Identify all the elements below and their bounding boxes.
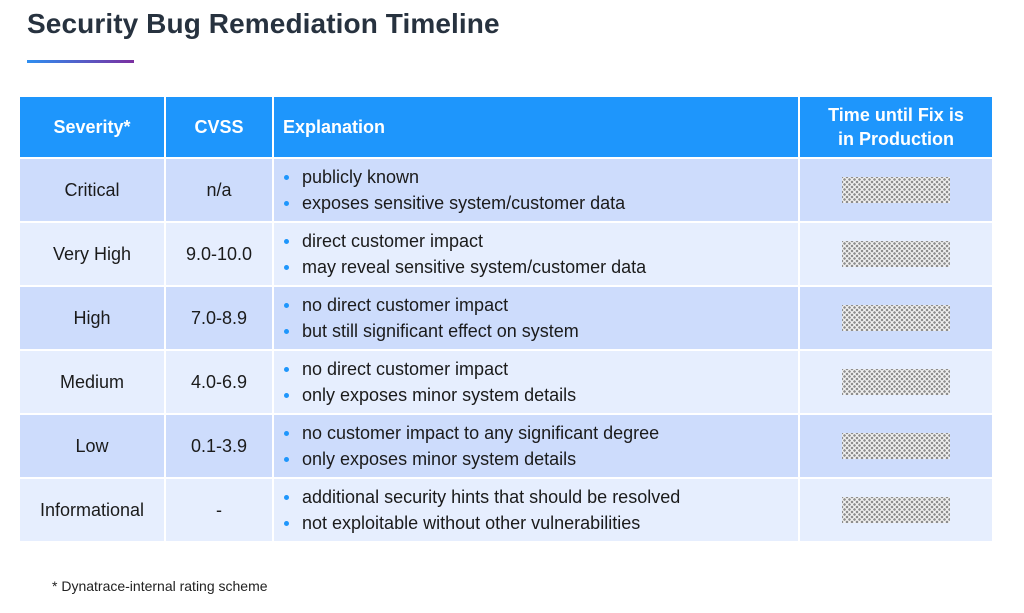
- explanation-bullet: only exposes minor system details: [284, 446, 798, 472]
- bullet-icon: [284, 238, 289, 244]
- table-header-row: Severity* CVSS Explanation Time until Fi…: [18, 95, 994, 159]
- table-row: Low 0.1-3.9 no customer impact to any sign…: [18, 413, 994, 479]
- time-cell: [798, 413, 994, 479]
- explanation-cell: publicly known exposes sensitive system/c…: [272, 157, 800, 223]
- bullet-icon: [284, 520, 289, 526]
- redacted-value: [842, 241, 950, 267]
- bullet-icon: [284, 264, 289, 270]
- explanation-bullet: exposes sensitive system/customer data: [284, 190, 798, 216]
- explanation-bullet: but still significant effect on system: [284, 318, 798, 344]
- severity-cell: High: [18, 285, 166, 351]
- bullet-icon: [284, 494, 289, 500]
- bullet-icon: [284, 200, 289, 206]
- redacted-value: [842, 177, 950, 203]
- table-row: Critical n/a publicly known exposes sensiti…: [18, 157, 994, 223]
- explanation-cell: no customer impact to any significant de…: [272, 413, 800, 479]
- severity-cell: Low: [18, 413, 166, 479]
- bullet-icon: [284, 366, 289, 372]
- severity-table: Severity* CVSS Explanation Time until Fi…: [18, 95, 994, 543]
- explanation-cell: direct customer impact may reveal sensiti…: [272, 221, 800, 287]
- cvss-cell: -: [164, 477, 274, 543]
- explanation-cell: no direct customer impact but still signi…: [272, 285, 800, 351]
- explanation-bullet: no direct customer impact: [284, 356, 798, 382]
- cvss-cell: 4.0-6.9: [164, 349, 274, 415]
- table-row: High 7.0-8.9 no direct customer impact but …: [18, 285, 994, 351]
- time-cell: [798, 477, 994, 543]
- time-cell: [798, 221, 994, 287]
- header-explanation: Explanation: [272, 95, 800, 159]
- severity-cell: Critical: [18, 157, 166, 223]
- redacted-value: [842, 369, 950, 395]
- cvss-cell: n/a: [164, 157, 274, 223]
- bullet-icon: [284, 430, 289, 436]
- bullet-icon: [284, 328, 289, 334]
- page-title: Security Bug Remediation Timeline: [27, 8, 500, 39]
- time-cell: [798, 349, 994, 415]
- severity-cell: Informational: [18, 477, 166, 543]
- table-row: Very High 9.0-10.0 direct customer impact m…: [18, 221, 994, 287]
- explanation-bullet: publicly known: [284, 164, 798, 190]
- explanation-bullet: direct customer impact: [284, 228, 798, 254]
- header-cvss: CVSS: [164, 95, 274, 159]
- title-underline: [27, 60, 134, 63]
- bullet-icon: [284, 174, 289, 180]
- severity-cell: Very High: [18, 221, 166, 287]
- explanation-bullet: not exploitable without other vulnerabil…: [284, 510, 798, 536]
- bullet-icon: [284, 302, 289, 308]
- time-cell: [798, 157, 994, 223]
- redacted-value: [842, 305, 950, 331]
- explanation-bullet: only exposes minor system details: [284, 382, 798, 408]
- explanation-cell: no direct customer impact only exposes mi…: [272, 349, 800, 415]
- explanation-bullet: additional security hints that should be…: [284, 484, 798, 510]
- bullet-icon: [284, 456, 289, 462]
- cvss-cell: 9.0-10.0: [164, 221, 274, 287]
- table-row: Informational - additional security hints …: [18, 477, 994, 543]
- table-row: Medium 4.0-6.9 no direct customer impact on…: [18, 349, 994, 415]
- explanation-bullet: no direct customer impact: [284, 292, 798, 318]
- severity-cell: Medium: [18, 349, 166, 415]
- explanation-bullet: may reveal sensitive system/customer dat…: [284, 254, 798, 280]
- bullet-icon: [284, 392, 289, 398]
- header-severity: Severity*: [18, 95, 166, 159]
- redacted-value: [842, 433, 950, 459]
- header-time-until-fix: Time until Fix is in Production: [798, 95, 994, 159]
- cvss-cell: 0.1-3.9: [164, 413, 274, 479]
- explanation-bullet: no customer impact to any significant de…: [284, 420, 798, 446]
- explanation-cell: additional security hints that should be…: [272, 477, 800, 543]
- cvss-cell: 7.0-8.9: [164, 285, 274, 351]
- footnote: * Dynatrace-internal rating scheme: [52, 578, 268, 594]
- redacted-value: [842, 497, 950, 523]
- time-cell: [798, 285, 994, 351]
